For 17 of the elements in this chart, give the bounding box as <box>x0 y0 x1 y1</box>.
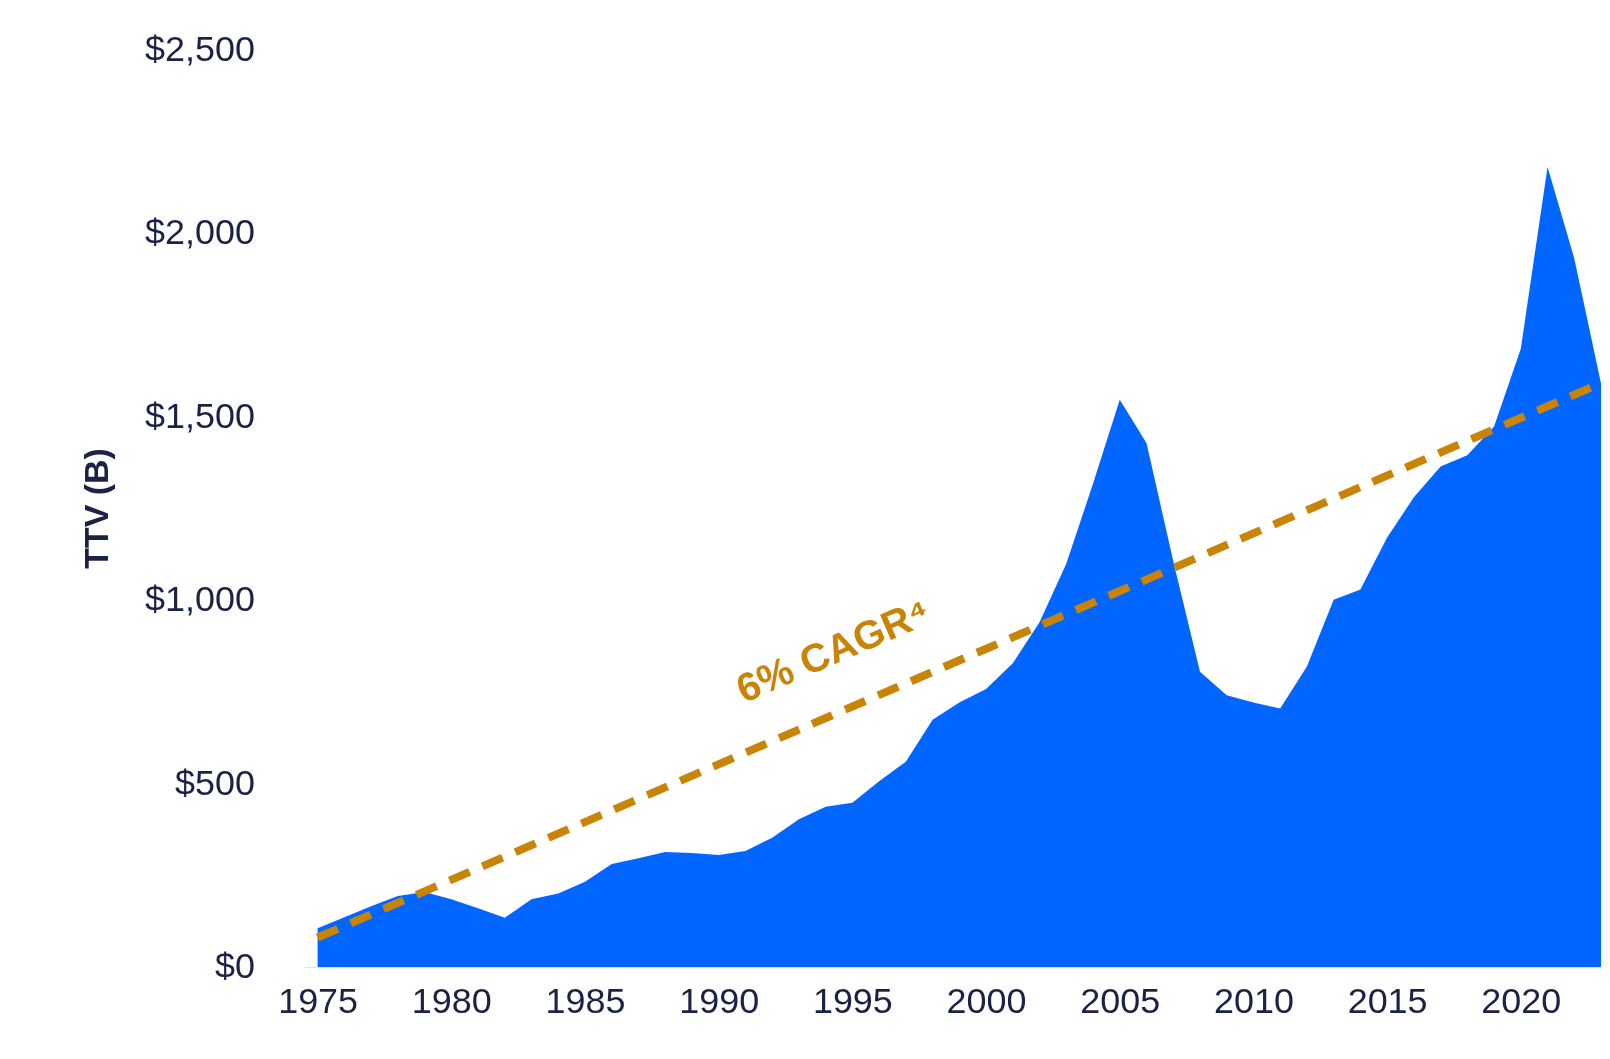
x-tick-label: 2015 <box>1347 980 1428 1022</box>
x-tick-label: 1975 <box>278 980 359 1022</box>
y-tick-label: $2,000 <box>145 211 255 253</box>
x-tick-label: 2010 <box>1213 980 1294 1022</box>
y-tick-label: $2,500 <box>145 27 255 69</box>
x-tick-label: 1990 <box>679 980 760 1022</box>
x-tick-label: 1980 <box>411 980 492 1022</box>
x-tick-label: 1985 <box>545 980 626 1022</box>
y-tick-label: $500 <box>174 761 255 803</box>
x-tick-label: 2020 <box>1481 980 1562 1022</box>
x-tick-label: 1995 <box>812 980 893 1022</box>
x-tick-label: 2000 <box>946 980 1027 1022</box>
y-tick-label: $1,500 <box>145 394 255 436</box>
y-tick-label: $1,000 <box>145 578 255 620</box>
y-tick-label: $0 <box>214 945 255 987</box>
x-tick-label: 2005 <box>1080 980 1161 1022</box>
y-axis-title: TTV (B) <box>77 448 116 569</box>
